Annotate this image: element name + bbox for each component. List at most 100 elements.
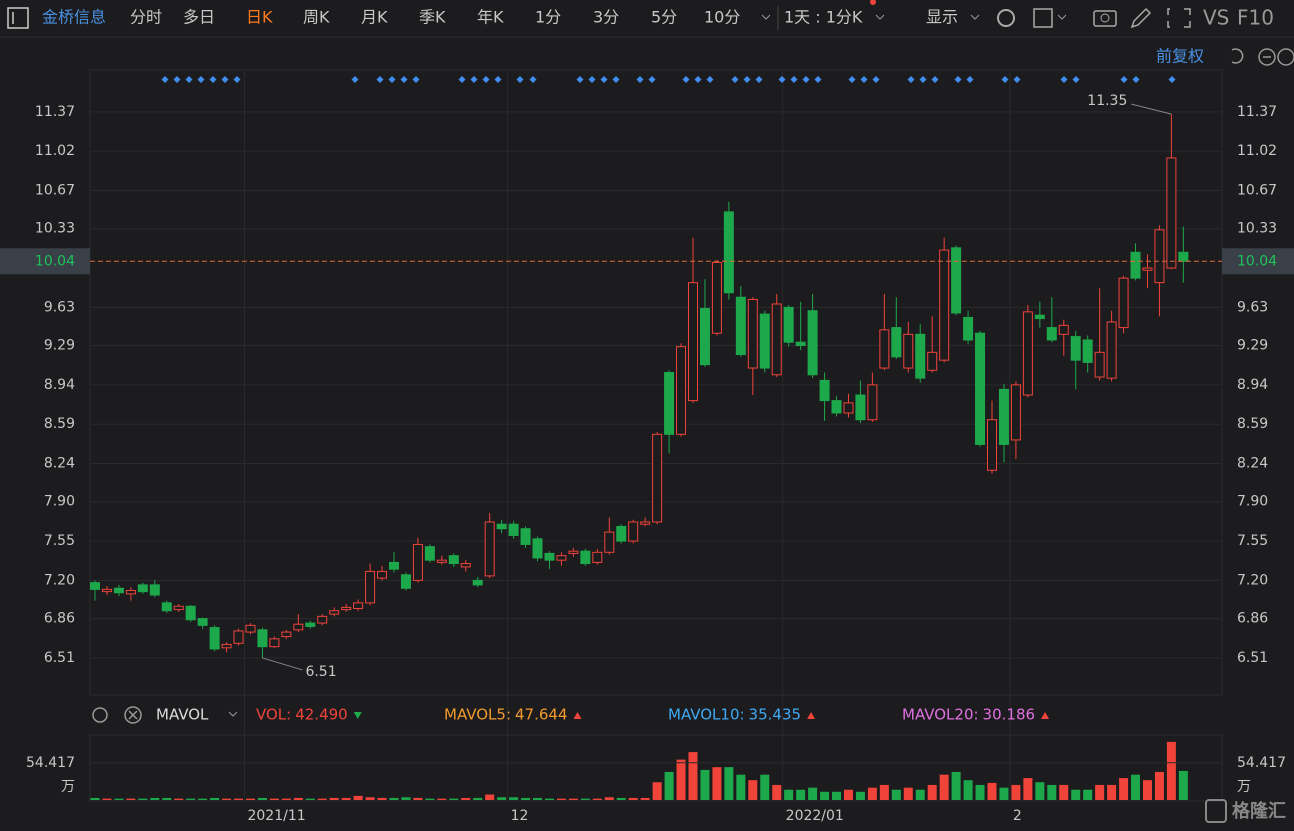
signal-marker — [682, 76, 690, 83]
volume-bar — [1119, 778, 1129, 800]
candle-body — [412, 543, 423, 581]
fullscreen-icon[interactable] — [1167, 8, 1191, 28]
candle-body — [317, 615, 328, 624]
candle-body — [867, 384, 878, 421]
signal-marker — [482, 76, 490, 83]
stock-name[interactable]: 金桥信息 — [42, 8, 106, 27]
volume-bar — [724, 767, 734, 800]
signal-marker — [1120, 76, 1128, 83]
candle-body — [616, 525, 627, 542]
period-tab[interactable]: 1分 — [535, 8, 561, 27]
volume-bar — [1131, 774, 1141, 800]
sidebar-toggle[interactable] — [7, 7, 29, 29]
volume-bar — [257, 797, 267, 800]
period-tab[interactable]: 年K — [477, 8, 504, 27]
volume-bar — [150, 797, 160, 800]
candle-body — [903, 333, 914, 369]
volume-bar — [1142, 780, 1152, 800]
volume-bar — [700, 769, 710, 800]
more-chevron[interactable] — [761, 14, 771, 20]
last-price-box-right — [1222, 248, 1294, 275]
legend-label: MAVOL10: — [668, 706, 745, 724]
volume-bar — [688, 752, 698, 800]
camera-icon[interactable] — [1093, 10, 1117, 27]
volume-bar — [162, 797, 172, 800]
volume-bar — [90, 797, 100, 800]
display-menu[interactable]: 显示 — [926, 8, 958, 27]
y-tick-label: 11.02 — [35, 143, 75, 159]
watermark: 格隆汇 — [1232, 800, 1286, 822]
candle-body — [676, 346, 687, 435]
signal-marker — [872, 76, 880, 83]
volume-bar — [628, 797, 638, 800]
volume-bar — [712, 767, 722, 800]
indicator-chevron — [228, 711, 238, 717]
volume-bar — [1166, 741, 1176, 800]
signal-marker — [1072, 76, 1080, 83]
y-tick-label-right: 6.51 — [1237, 650, 1268, 666]
volume-bar — [293, 797, 303, 800]
period-tab[interactable]: 日K — [246, 8, 273, 27]
y-tick-label-right: 11.37 — [1237, 104, 1277, 120]
volume-bar — [556, 798, 566, 800]
candle-body — [1046, 327, 1057, 341]
draw-icon[interactable] — [1130, 7, 1152, 29]
period-tab[interactable]: 多日 — [183, 8, 215, 27]
legend-trend — [573, 712, 582, 719]
settings-icon[interactable] — [997, 9, 1015, 27]
volume-bar — [580, 798, 590, 800]
volume-bar — [461, 797, 471, 800]
y-tick-label-right: 7.20 — [1237, 572, 1268, 588]
candle-body — [149, 584, 160, 596]
period-tab[interactable]: 10分 — [704, 8, 740, 27]
candle-body — [879, 329, 890, 369]
candle-body — [281, 631, 292, 638]
signal-marker — [1013, 76, 1021, 83]
signal-marker — [848, 76, 856, 83]
candle-body — [400, 574, 411, 589]
volume-bar — [317, 798, 327, 800]
volume-bar — [1154, 771, 1164, 800]
volume-bar — [999, 787, 1009, 800]
adjust-mode[interactable]: 前复权 — [1156, 47, 1204, 66]
volume-bar — [736, 774, 746, 800]
period-tab[interactable]: 5分 — [651, 8, 677, 27]
candle-body — [963, 316, 974, 341]
indicator-close[interactable] — [124, 706, 142, 724]
signal-marker — [931, 76, 939, 83]
layout-icon[interactable] — [1033, 8, 1053, 28]
candle-body — [329, 610, 340, 615]
volume-bar — [664, 771, 674, 800]
signal-marker — [173, 76, 181, 83]
period-tab[interactable]: 3分 — [593, 8, 619, 27]
signal-marker — [529, 76, 537, 83]
period-tab[interactable]: 周K — [303, 8, 330, 27]
indicator-name[interactable]: MAVOL — [156, 706, 209, 724]
volume-bar — [174, 798, 184, 800]
vs-button[interactable]: VS — [1203, 6, 1229, 30]
period-tab[interactable]: 分时 — [130, 8, 162, 27]
candle-body — [460, 563, 471, 568]
period-select[interactable]: 1天 : 1分K — [784, 8, 863, 27]
period-tab[interactable]: 季K — [419, 8, 446, 27]
volume-bar — [377, 797, 387, 800]
y-tick-label: 9.29 — [44, 338, 75, 354]
period-tab[interactable]: 月K — [361, 8, 388, 27]
indicator-settings[interactable] — [92, 707, 108, 723]
zoom-in[interactable] — [1277, 48, 1294, 66]
volume-bar — [365, 797, 375, 800]
signal-marker — [648, 76, 656, 83]
candle-body — [1154, 229, 1165, 284]
zoom-out[interactable] — [1258, 48, 1276, 66]
reset-icon[interactable] — [1231, 48, 1244, 64]
candle-body — [688, 282, 698, 402]
f10-button[interactable]: F10 — [1237, 6, 1274, 30]
volume-bar — [784, 789, 794, 800]
volume-bar — [1059, 784, 1069, 800]
y-tick-label: 10.33 — [35, 221, 75, 237]
volume-bar — [1071, 789, 1081, 800]
volume-bar — [820, 791, 830, 800]
volume-bar — [808, 787, 818, 800]
y-tick-label-right: 7.55 — [1237, 533, 1268, 549]
